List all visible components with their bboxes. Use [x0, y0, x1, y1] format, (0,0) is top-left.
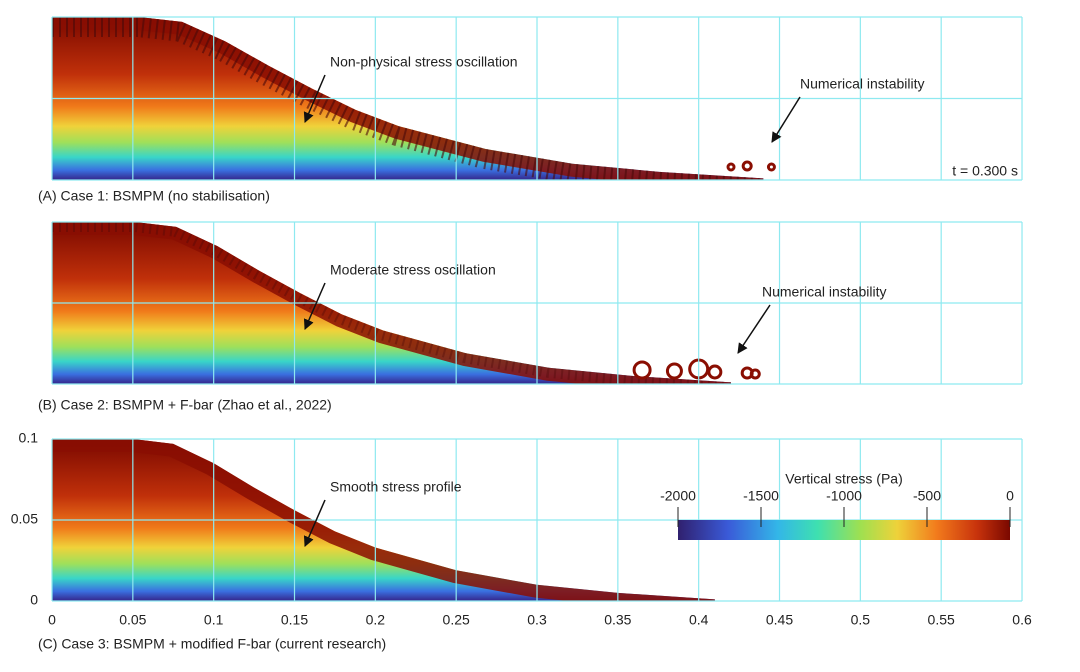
annotation: Smooth stress profile — [330, 479, 462, 495]
x-tick-label: 0.2 — [366, 612, 386, 628]
x-tick-label: 0 — [48, 612, 56, 628]
splash — [632, 360, 652, 380]
annotation: Moderate stress oscillation — [330, 262, 496, 278]
annotation-arrow — [771, 96, 801, 143]
annotation: Numerical instability — [800, 76, 924, 92]
x-tick-label: 0.3 — [527, 612, 547, 628]
x-tick-label: 0.45 — [766, 612, 793, 628]
caption: (A) Case 1: BSMPM (no stabilisation) — [38, 188, 270, 204]
annotation-arrow — [303, 499, 326, 547]
colorbar-tick-label: -500 — [913, 488, 941, 504]
annotation: Numerical instability — [762, 284, 886, 300]
colorbar-tick-label: -1500 — [743, 488, 779, 504]
annotation-arrow — [303, 74, 326, 123]
x-tick-label: 0.25 — [443, 612, 470, 628]
colorbar-tick-label: -1000 — [826, 488, 862, 504]
x-tick-label: 0.6 — [1012, 612, 1032, 628]
colorbar-tick-label: -2000 — [660, 488, 696, 504]
x-tick-label: 0.55 — [928, 612, 955, 628]
splash — [741, 160, 753, 172]
splash — [726, 162, 736, 172]
x-tick-label: 0.05 — [119, 612, 146, 628]
splash — [665, 362, 683, 380]
x-tick-label: 0.5 — [851, 612, 871, 628]
x-tick-label: 0.15 — [281, 612, 308, 628]
caption: (B) Case 2: BSMPM + F-bar (Zhao et al., … — [38, 397, 332, 413]
x-tick-label: 0.1 — [204, 612, 224, 628]
y-tick-label: 0 — [30, 592, 38, 608]
splash — [707, 364, 723, 380]
annotation-arrow — [737, 304, 771, 354]
x-tick-label: 0.35 — [604, 612, 631, 628]
time-label: t = 0.300 s — [952, 163, 1018, 179]
colorbar-tick-label: 0 — [1006, 488, 1014, 504]
x-tick-label: 0.4 — [689, 612, 709, 628]
splash — [749, 368, 761, 380]
colorbar-title: Vertical stress (Pa) — [785, 471, 902, 487]
annotation-arrow — [303, 282, 326, 330]
y-tick-label: 0.1 — [19, 430, 39, 446]
caption: (C) Case 3: BSMPM + modified F-bar (curr… — [38, 636, 386, 652]
oscillation — [52, 222, 732, 384]
y-tick-label: 0.05 — [11, 511, 38, 527]
annotation: Non-physical stress oscillation — [330, 54, 518, 70]
splash — [766, 162, 776, 172]
